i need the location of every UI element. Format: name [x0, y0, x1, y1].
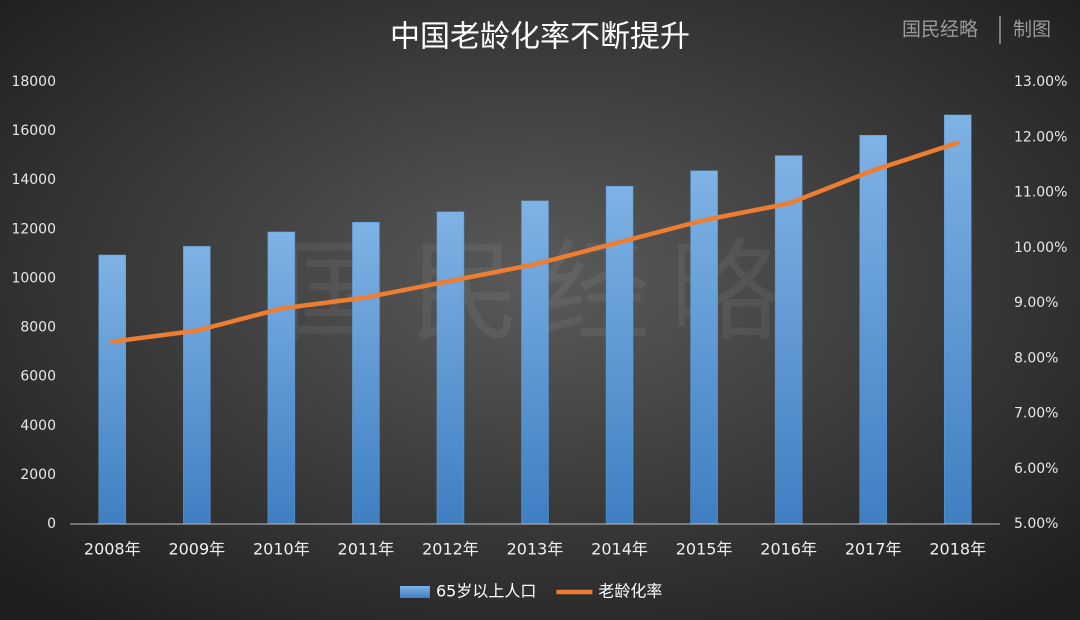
- y2-tick-label: 12.00%: [1014, 129, 1067, 145]
- x-tick-label: 2013年: [507, 540, 564, 559]
- legend-label: 老龄化率: [598, 582, 662, 601]
- x-tick-label: 2009年: [168, 540, 225, 559]
- x-tick-label: 2016年: [760, 540, 817, 559]
- line: [110, 140, 960, 344]
- y2-tick-label: 6.00%: [1014, 461, 1058, 477]
- x-tick-label: 2014年: [591, 540, 648, 559]
- y-tick-label: 6000: [20, 369, 56, 385]
- y2-tick-label: 10.00%: [1014, 240, 1067, 256]
- bar: [774, 155, 803, 525]
- y-tick-label: 8000: [20, 320, 56, 336]
- bar: [352, 222, 380, 525]
- credit: 制图: [1013, 19, 1051, 41]
- y-tick-label: 4000: [20, 418, 56, 434]
- x-tick-label: 2012年: [422, 540, 479, 559]
- bar: [521, 200, 549, 525]
- x-tick-label: 2008年: [84, 540, 141, 559]
- bar: [267, 231, 296, 525]
- bar: [943, 114, 972, 525]
- y-tick-label: 16000: [11, 123, 56, 139]
- y-tick-label: 0: [47, 516, 56, 532]
- y2-tick-label: 11.00%: [1014, 185, 1067, 201]
- bar: [436, 211, 465, 525]
- bar: [98, 254, 127, 525]
- x-tick-label: 2018年: [929, 540, 986, 559]
- legend-swatch: [400, 586, 430, 598]
- y2-tick-label: 9.00%: [1014, 295, 1058, 311]
- y2-tick-label: 13.00%: [1014, 74, 1067, 90]
- bar: [859, 135, 887, 525]
- x-tick-label: 2015年: [676, 540, 733, 559]
- credit: 国民经略: [902, 19, 978, 41]
- y-tick-label: 14000: [11, 172, 56, 188]
- x-tick-label: 2010年: [253, 540, 310, 559]
- bar: [605, 185, 634, 525]
- y2-tick-label: 7.00%: [1014, 406, 1058, 422]
- y-tick-label: 18000: [11, 74, 56, 90]
- y-tick-label: 12000: [11, 221, 56, 237]
- x-tick-label: 2017年: [845, 540, 902, 559]
- bar: [183, 246, 211, 525]
- legend-label: 65岁以上人口: [436, 582, 536, 601]
- y2-tick-label: 8.00%: [1014, 350, 1058, 366]
- y2-tick-label: 5.00%: [1014, 516, 1058, 532]
- x-tick-label: 2011年: [338, 540, 395, 559]
- chart-title: 中国老龄化率不断提升: [390, 20, 690, 55]
- y-tick-label: 10000: [11, 270, 56, 286]
- y-tick-label: 2000: [20, 467, 56, 483]
